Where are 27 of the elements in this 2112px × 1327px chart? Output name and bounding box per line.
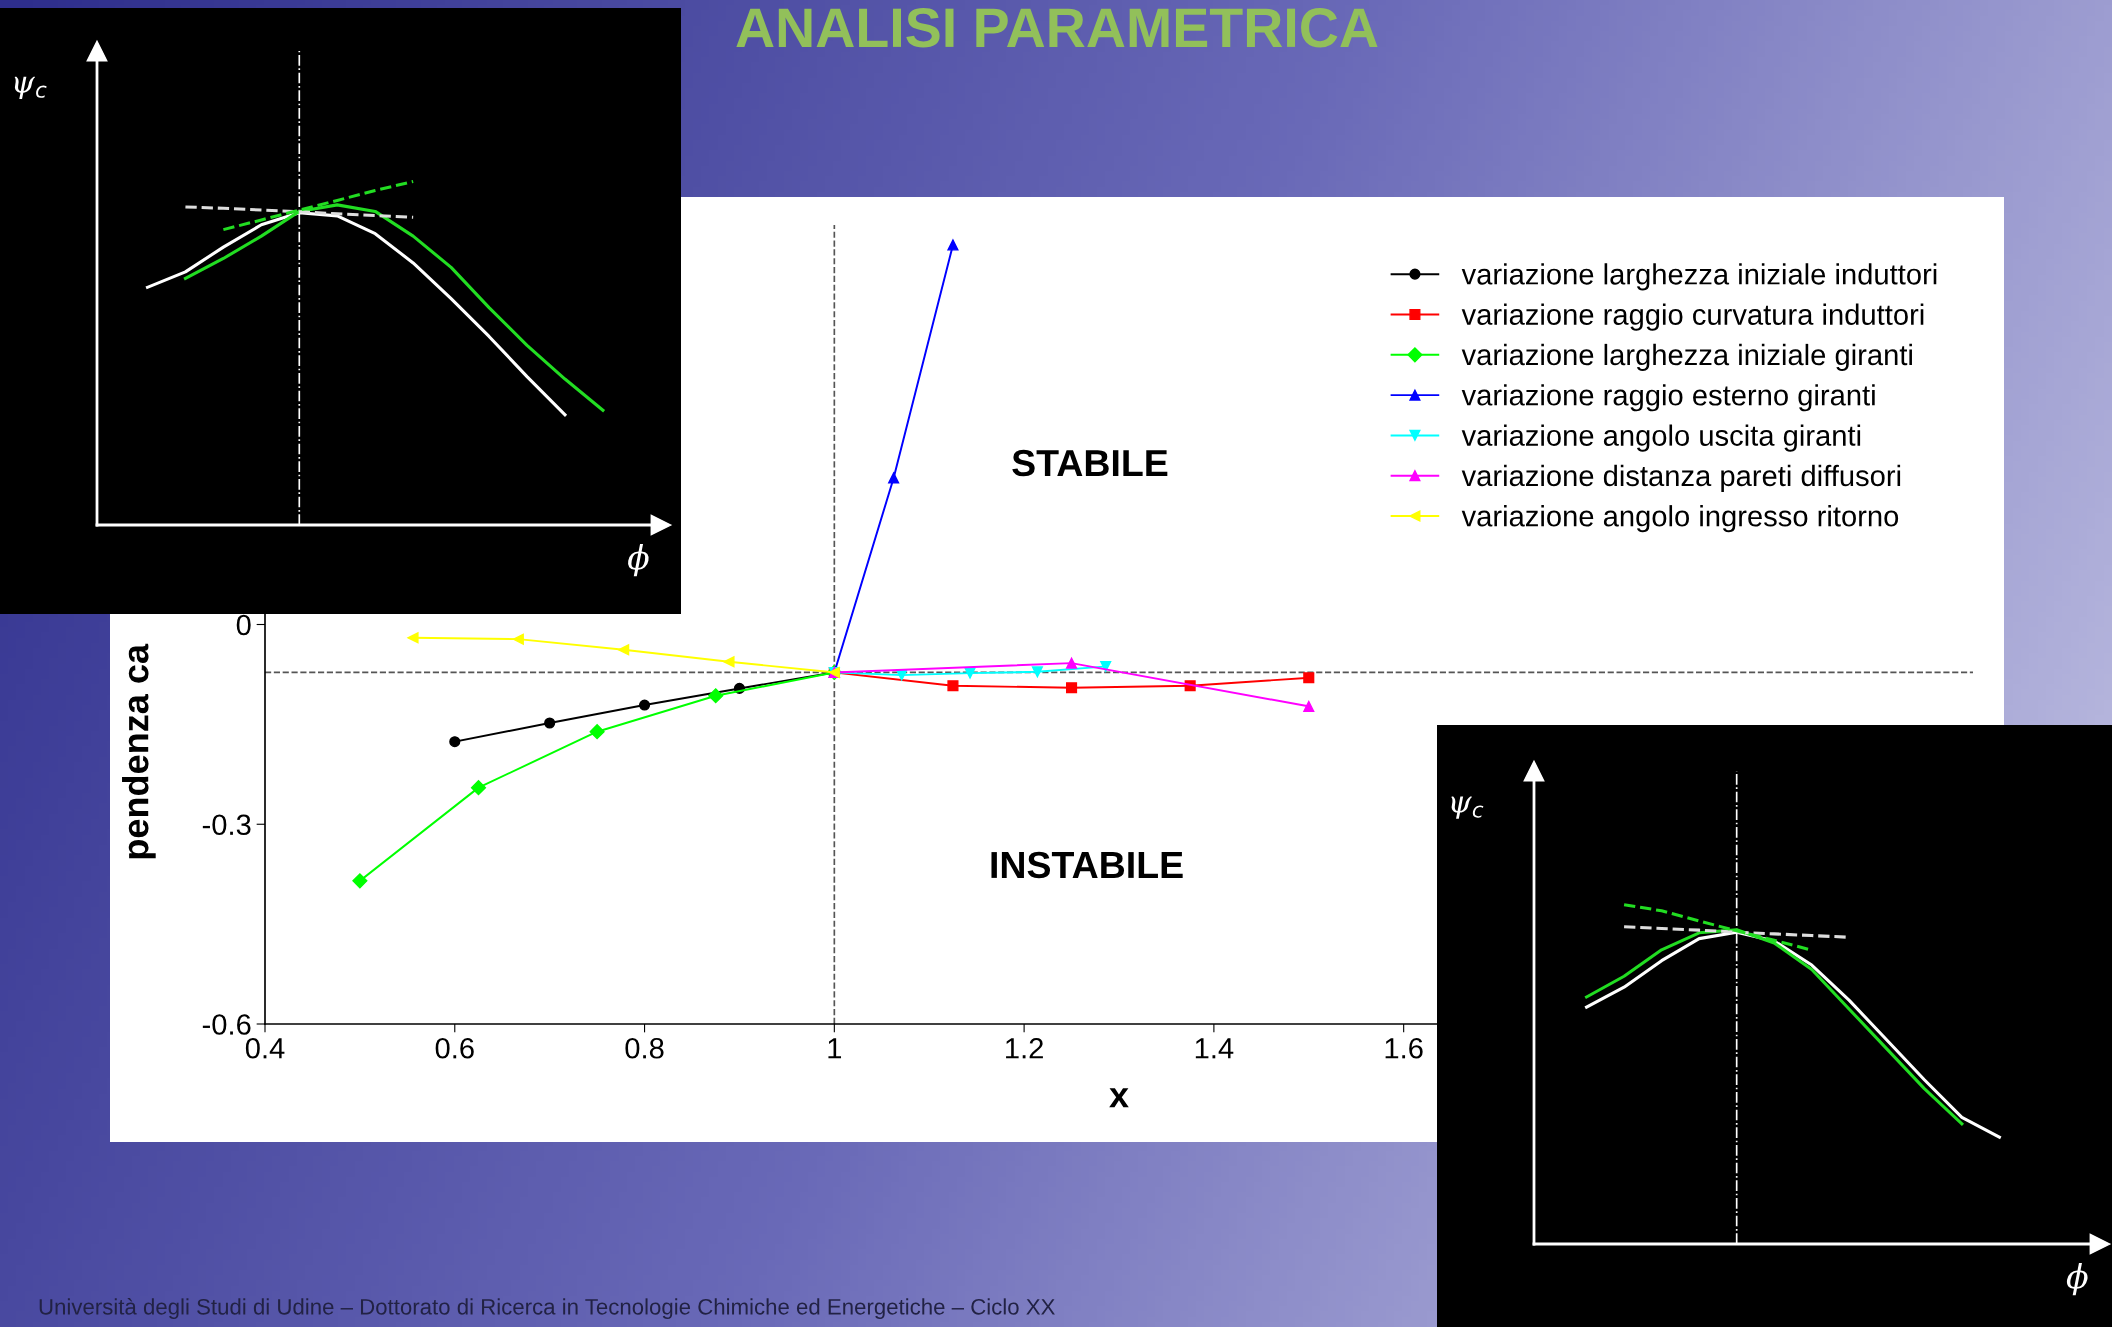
annotation: INSTABILE [991,851,1183,879]
x-tick-label: 1.2 [1006,1037,1043,1059]
x-tick-label: 1.4 [1195,1038,1234,1059]
x-tick-label: 0.4 [245,1037,285,1059]
y-axis-title: ψ$_{c}$ [1451,796,1484,819]
text: Università degli Studi di Udine – Dottorato di Ricerca in Tecnologie Chimiche ed Energetiche – Ciclo XX [39,1298,1055,1320]
y-tick-label: 0 [236,614,251,636]
annotation: STABILE [1012,449,1168,477]
legend-label: variazione angolo ingresso ritorno [1461,505,1899,533]
legend-label: variazione raggio esterno giranti [1461,384,1875,412]
y-tick-label: -0.3 [202,814,251,836]
x-tick-label: 1 [828,1038,842,1059]
y-axis-title: pendenza ca [122,643,156,859]
legend-label: variazione distanza pareti diffusori [1461,464,1901,492]
legend-label: variazione raggio curvatura induttori [1461,303,1924,331]
x-tick-label: 0.6 [435,1037,474,1059]
y-tick-label: -0.6 [202,1014,251,1035]
x-tick-label: 0.8 [625,1037,664,1059]
legend-label: variazione larghezza iniziale induttori [1461,263,1937,291]
legend-label: variazione larghezza iniziale giranti [1461,343,1912,372]
x-axis-title: x [1109,1088,1129,1108]
legend-label: variazione angolo uscita giranti [1461,424,1861,452]
x-axis-title: ϕ [2066,1262,2088,1296]
x-tick-label: 1.6 [1385,1037,1423,1059]
chart-title: ANALISI PARAMETRICA [736,8,1378,48]
x-axis-title: ϕ [627,543,649,577]
y-axis-title: ψ$_{c}$ [14,76,47,99]
